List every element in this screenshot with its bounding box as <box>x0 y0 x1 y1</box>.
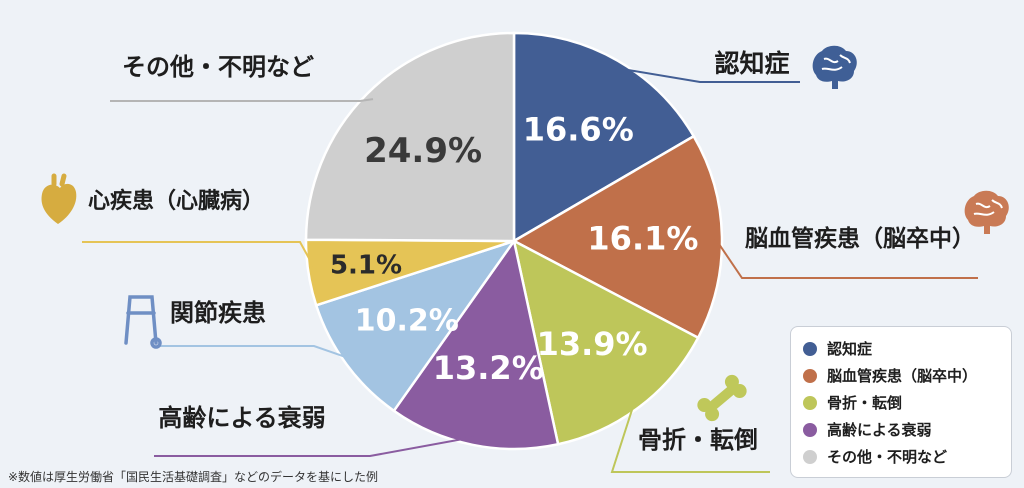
slice-value-label: 16.6% <box>523 111 634 149</box>
leader-line <box>160 345 354 361</box>
pie-slice <box>304 31 516 243</box>
legend-label: 脳血管疾患（脳卒中） <box>827 367 978 385</box>
leader-line <box>110 98 374 102</box>
slice-value-label: 13.9% <box>537 325 648 363</box>
legend-swatch <box>803 449 817 464</box>
legend-item: 脳血管疾患（脳卒中） <box>803 362 999 389</box>
leader-line <box>610 399 770 473</box>
callout-label: 脳血管疾患（脳卒中） <box>745 225 975 252</box>
leader-line <box>154 435 475 457</box>
pie-slice <box>512 31 696 244</box>
bone-icon <box>697 374 747 422</box>
brain-icon <box>964 190 1009 234</box>
pie-slice <box>511 134 724 340</box>
legend-item: その他・不明など <box>803 443 999 470</box>
callout-label: その他・不明など <box>122 53 314 81</box>
slice-value-label: 13.2% <box>433 349 544 387</box>
callout-label: 認知症 <box>714 49 789 78</box>
legend-swatch <box>803 368 817 383</box>
legend-swatch <box>803 422 817 437</box>
brain-icon <box>812 45 857 89</box>
heart-icon <box>41 173 77 224</box>
leader-line <box>713 236 978 279</box>
slice-value-label: 10.2% <box>355 304 459 339</box>
slice-value-label: 24.9% <box>364 131 482 171</box>
pie-slice <box>512 238 700 446</box>
leader-line <box>613 66 800 83</box>
legend-item: 認知症 <box>803 335 999 362</box>
legend-label: 骨折・転倒 <box>827 394 903 412</box>
legend-label: 高齢による衰弱 <box>827 421 932 439</box>
footnote: ※数値は厚生労働省「国民生活基礎調査」などのデータを基にした例 <box>8 470 379 484</box>
callout-label: 関節疾患 <box>170 299 266 327</box>
pie-slice <box>314 238 518 413</box>
callout-label: 心疾患（心臓病） <box>88 188 264 214</box>
slice-value-label: 5.1% <box>330 250 402 280</box>
legend-swatch <box>803 341 817 356</box>
legend-item: 骨折・転倒 <box>803 389 999 416</box>
legend-label: 認知症 <box>827 340 873 358</box>
pie-slice <box>392 237 560 451</box>
legend-swatch <box>803 395 817 410</box>
walker-icon <box>124 295 162 349</box>
legend: 認知症 脳血管疾患（脳卒中） 骨折・転倒 高齢による衰弱 その他・不明など <box>790 326 1012 478</box>
leader-line <box>82 241 318 273</box>
callout-label: 骨折・転倒 <box>638 426 758 454</box>
callout-label: 高齢による衰弱 <box>158 404 325 432</box>
legend-item: 高齢による衰弱 <box>803 416 999 443</box>
slice-value-label: 16.1% <box>587 220 698 258</box>
legend-label: その他・不明など <box>827 448 948 466</box>
